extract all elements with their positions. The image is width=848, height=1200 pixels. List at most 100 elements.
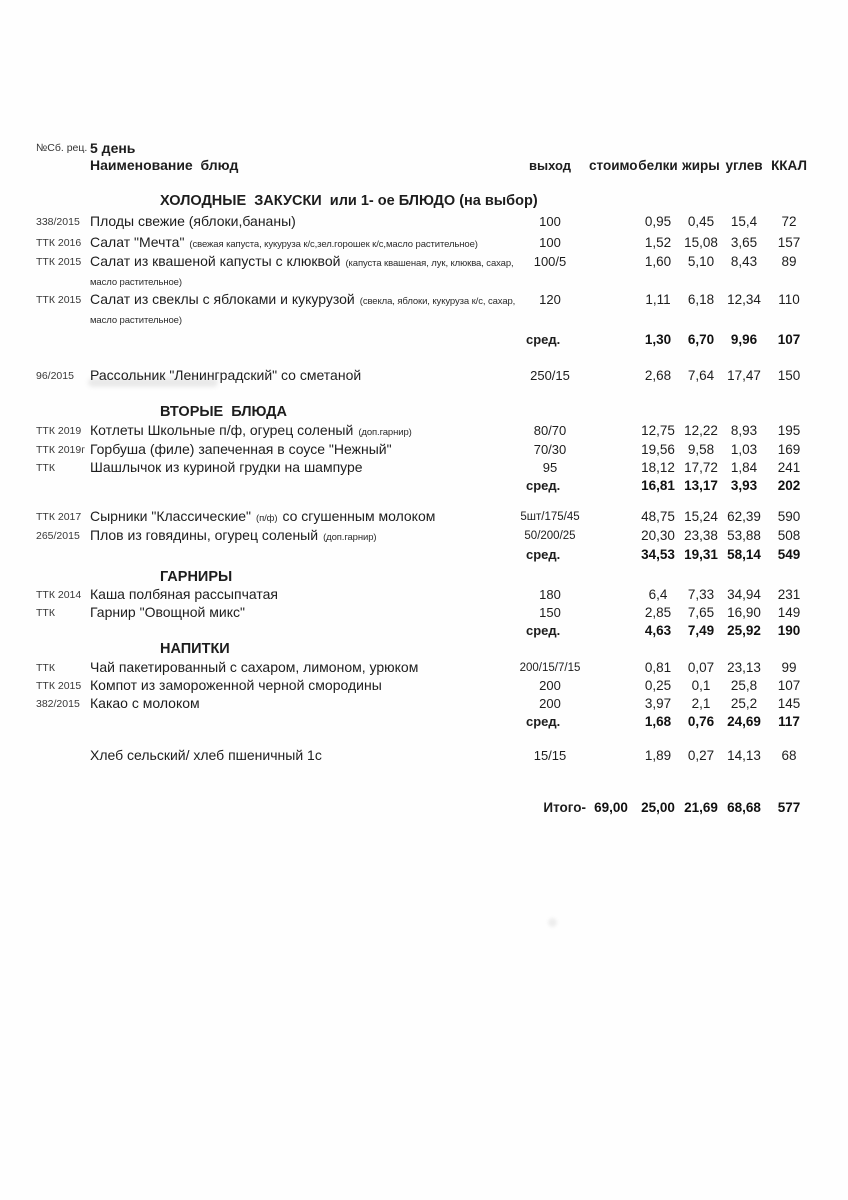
fat-value: 7,33	[687, 587, 715, 602]
carbs-value: 16,90	[727, 605, 761, 620]
carbs-value: 17,47	[727, 368, 761, 383]
carbs-value: 1,84	[730, 460, 758, 475]
fat-value: 17,72	[684, 460, 718, 475]
total-label: Итого-	[543, 800, 586, 815]
table-row: ТТК 2014 Каша полбяная рассыпчатая 180 6…	[0, 586, 848, 604]
menu-rows: ХОЛОДНЫЕ ЗАКУСКИ или 1- ое БЛЮДО (на выб…	[0, 192, 848, 817]
table-row: ТТК 2017 Сырники "Классические" (п/ф) со с…	[0, 508, 848, 527]
kcal-value: 107	[777, 678, 801, 693]
recipe-code: ТТК	[36, 462, 55, 474]
protein-value: 4,63	[644, 623, 672, 638]
carbs-value: 34,94	[727, 587, 761, 602]
dish-name: Сырники "Классические"	[90, 508, 252, 524]
dish-name-cell: Салат "Мечта" (свежая капуста, кукуруза к…	[90, 234, 516, 253]
dish-name: Гарнир "Овощной микс"	[90, 604, 245, 620]
column-header-row: Наименование блюд выход стоимо белки жир…	[0, 157, 848, 175]
kcal-value: 231	[777, 587, 801, 602]
fat-value: 7,64	[687, 368, 715, 383]
dish-name: Компот из замороженной черной смородины	[90, 677, 382, 693]
dish-name-cell: Сырники "Классические" (п/ф) со сгушенным …	[90, 508, 516, 527]
dish-name: Горбуша (филе) запеченная в соусе "Нежны…	[90, 441, 392, 457]
portion-value: 70/30	[533, 442, 567, 457]
table-row: ТТК Гарнир "Овощной микс" 150 2,85 7,65 …	[0, 604, 848, 622]
table-row: ТТК 2019 Котлеты Школьные п/ф, огурец со…	[0, 422, 848, 441]
portion-value: 250/15	[530, 368, 570, 383]
recipe-code: 265/2015	[36, 530, 80, 542]
kcal-value: 241	[777, 460, 801, 475]
column-header-protein: белки	[638, 158, 678, 173]
avg-label: сред.	[526, 332, 561, 347]
protein-value: 1,52	[644, 235, 672, 250]
carbs-value: 62,39	[727, 509, 761, 524]
dish-name: Какао с молоком	[90, 695, 200, 711]
carbs-value: 14,13	[727, 748, 761, 763]
carbs-value: 12,34	[727, 292, 761, 307]
fat-value: 0,45	[687, 214, 715, 229]
dish-name-cell: Котлеты Школьные п/ф, огурец соленый (доп…	[90, 422, 516, 441]
dish-ingredients: (доп.гарнир)	[323, 532, 377, 543]
carbs-value: 15,4	[730, 214, 758, 229]
carbs-value: 25,2	[730, 696, 758, 711]
protein-value: 1,11	[645, 292, 671, 307]
table-row: ТТК 2015 Компот из замороженной черной с…	[0, 677, 848, 695]
section-title: НАПИТКИ	[160, 641, 230, 657]
protein-value: 19,56	[641, 442, 675, 457]
dish-ingredients: (капуста квашеная, лук, клюква, сахар, м…	[90, 258, 514, 288]
column-header-out: выход	[528, 158, 572, 173]
fat-value: 23,38	[684, 528, 718, 543]
dish-name-cell: Плоды свежие (яблоки,бананы)	[90, 213, 516, 230]
kcal-value: 157	[777, 235, 801, 250]
kcal-value: 202	[777, 478, 801, 493]
fat-value: 0,27	[687, 748, 715, 763]
dish-name: Котлеты Школьные п/ф, огурец соленый	[90, 422, 354, 438]
recipe-code: ТТК 2016	[36, 237, 82, 249]
kcal-value: 195	[777, 423, 801, 438]
average-row: сред. 34,53 19,31 58,14 549	[0, 546, 848, 564]
table-row: Хлеб сельский/ хлеб пшеничный 1с 15/15 1…	[0, 747, 848, 765]
portion-value: 100	[539, 214, 561, 229]
dish-name-cell: Рассольник "Ленинградский" со сметаной	[90, 367, 516, 384]
dish-name-cell: Какао с молоком	[90, 695, 516, 712]
kcal-value: 72	[781, 214, 797, 229]
table-row: ТТК 2015 Салат из квашеной капусты с клю…	[0, 253, 848, 291]
dish-name: Плов из говядины, огурец соленый	[90, 527, 319, 543]
dish-ingredients: (свежая капуста, кукуруза к/с,зел.гороше…	[189, 239, 478, 250]
fat-value: 7,49	[687, 623, 715, 638]
carbs-value: 53,88	[727, 528, 761, 543]
protein-value: 1,89	[644, 748, 672, 763]
recipe-code: ТТК 2015	[36, 256, 82, 268]
kcal-value: 549	[777, 547, 801, 562]
avg-label: сред.	[526, 714, 561, 729]
section-title: ХОЛОДНЫЕ ЗАКУСКИ или 1- ое БЛЮДО (на выб…	[160, 193, 538, 209]
carbs-value: 23,13	[727, 660, 761, 675]
kcal-value: 89	[781, 254, 797, 269]
portion-value: 120	[539, 292, 561, 307]
fat-value: 0,76	[687, 714, 715, 729]
dish-name-cell: Горбуша (филе) запеченная в соусе "Нежны…	[90, 441, 516, 458]
day-title: 5 день	[90, 140, 136, 156]
column-header-kcal: ККАЛ	[771, 158, 807, 173]
protein-value: 25,00	[641, 800, 675, 815]
portion-value: 200/15/7/15	[519, 662, 581, 674]
protein-value: 2,68	[644, 368, 672, 383]
recipe-code: ТТК 2015	[36, 294, 82, 306]
dish-name: Шашлычок из куриной грудки на шампуре	[90, 459, 363, 475]
table-row: ТТК 2019г Горбуша (филе) запеченная в со…	[0, 441, 848, 459]
carbs-value: 68,68	[727, 800, 761, 815]
portion-value: 5шт/175/45	[520, 511, 580, 523]
average-row: сред. 16,81 13,17 3,93 202	[0, 477, 848, 495]
kcal-value: 508	[777, 528, 801, 543]
dish-name: Чай пакетированный с сахаром, лимоном, у…	[90, 659, 419, 675]
kcal-value: 590	[777, 509, 801, 524]
section-row: ГАРНИРЫ	[0, 568, 848, 586]
dish-name: Рассольник "Ленинградский" со сметаной	[90, 367, 362, 383]
scan-smudge	[548, 918, 557, 927]
carbs-value: 25,8	[730, 678, 758, 693]
protein-value: 1,30	[644, 332, 672, 347]
protein-value: 1,68	[644, 714, 672, 729]
protein-value: 34,53	[641, 547, 675, 562]
fat-value: 2,1	[691, 696, 711, 711]
avg-label: сред.	[526, 547, 561, 562]
protein-value: 1,60	[644, 254, 672, 269]
average-row: сред. 4,63 7,49 25,92 190	[0, 622, 848, 640]
